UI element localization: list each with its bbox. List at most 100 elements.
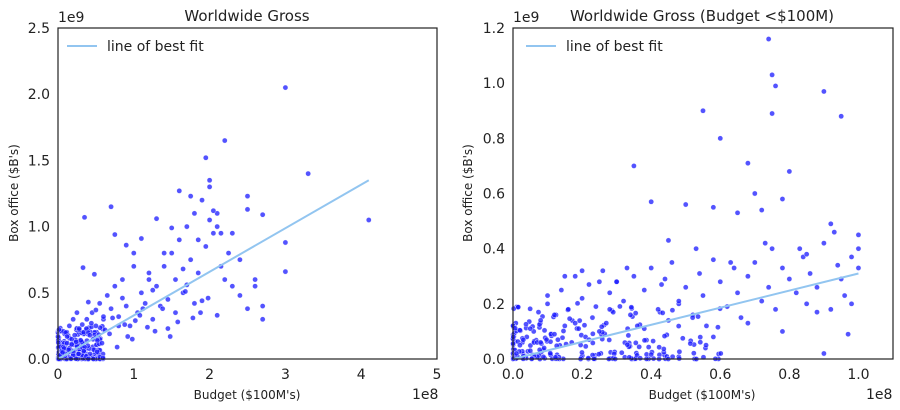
scatter-point bbox=[821, 240, 827, 246]
plot-frame bbox=[57, 27, 438, 360]
scatter-point bbox=[697, 334, 704, 340]
scatter-point bbox=[593, 303, 599, 310]
x-axis-label: Budget ($100M's) bbox=[649, 388, 756, 402]
scatter-point bbox=[199, 197, 205, 203]
scatter-point bbox=[161, 250, 167, 256]
scatter-point bbox=[618, 349, 625, 356]
scatter-point bbox=[142, 300, 148, 307]
x-tick-label: 1.0 bbox=[847, 367, 869, 383]
scatter-point bbox=[558, 287, 565, 293]
scatter-point bbox=[676, 348, 683, 355]
x-axis-label: Budget ($100M's) bbox=[194, 388, 301, 402]
scatter-point bbox=[149, 316, 156, 323]
scatter-point bbox=[581, 322, 588, 329]
scatter-point bbox=[658, 281, 665, 288]
scatter-point bbox=[114, 344, 120, 350]
scatter-point bbox=[547, 350, 554, 357]
scatter-point bbox=[146, 270, 152, 276]
scatter-point bbox=[167, 333, 173, 340]
scatter-point bbox=[696, 270, 703, 277]
scatter-point bbox=[168, 225, 175, 231]
scatter-point bbox=[627, 312, 634, 318]
scatter-point bbox=[631, 163, 637, 169]
scatter-point bbox=[94, 348, 100, 355]
scatter-point bbox=[218, 230, 224, 237]
scatter-point bbox=[769, 72, 775, 78]
scatter-point bbox=[650, 338, 656, 344]
scatter-point bbox=[87, 332, 93, 338]
scatter-point bbox=[106, 331, 113, 337]
scatter-point bbox=[636, 344, 642, 350]
scatter-point bbox=[76, 325, 83, 332]
y-axis-label: Box office ($B's) bbox=[461, 144, 475, 242]
x-tick-label: 1 bbox=[129, 367, 138, 383]
scatter-point bbox=[527, 325, 534, 332]
scatter-point bbox=[138, 235, 145, 242]
y-tick-label: 0.4 bbox=[483, 242, 505, 258]
scatter-point bbox=[93, 323, 99, 329]
scatter-point bbox=[691, 350, 697, 356]
x-tick-label: 0.4 bbox=[640, 367, 662, 383]
scatter-point bbox=[206, 217, 213, 223]
scatter-point bbox=[80, 264, 86, 271]
scatter-point bbox=[758, 298, 765, 304]
scatter-point bbox=[130, 250, 137, 256]
scatter-point bbox=[682, 201, 689, 208]
y-tick-label: 0.5 bbox=[28, 286, 50, 302]
scatter-point bbox=[700, 292, 706, 299]
scatter-point bbox=[555, 336, 561, 343]
scatter-point bbox=[682, 284, 689, 291]
x-tick-label: 0 bbox=[54, 367, 63, 383]
scatter-point bbox=[779, 328, 786, 335]
scatter-point bbox=[595, 351, 602, 357]
scatter-point bbox=[199, 297, 205, 304]
scatter-point bbox=[769, 110, 775, 117]
scatter-point bbox=[572, 273, 578, 280]
scatter-point bbox=[693, 245, 699, 252]
scatter-point bbox=[109, 315, 116, 321]
scatter-point bbox=[229, 230, 236, 237]
scatter-point bbox=[523, 321, 529, 328]
scatter-point bbox=[99, 340, 105, 346]
scatter-point bbox=[225, 250, 232, 256]
x-tick-label: 0.8 bbox=[778, 367, 800, 383]
x-tick-label: 5 bbox=[433, 367, 442, 383]
scatter-point bbox=[814, 284, 820, 291]
scatter-point bbox=[153, 283, 160, 289]
scatter-point bbox=[112, 231, 118, 238]
scatter-point bbox=[600, 267, 606, 274]
scatter-point bbox=[710, 204, 717, 211]
scatter-point bbox=[551, 312, 558, 318]
scatter-point bbox=[762, 240, 768, 246]
scatter-point bbox=[786, 168, 793, 175]
scatter-point bbox=[828, 221, 834, 227]
scatter-point bbox=[659, 310, 666, 316]
chart-left: 1e9 Worldwide Gross 0 1 2 3 4 5 0.0 0.5 1.0 1.5 2.… bbox=[7, 7, 441, 403]
scatter-point bbox=[779, 265, 786, 271]
scatter-point bbox=[831, 229, 838, 235]
scatter-point bbox=[838, 113, 844, 120]
scatter-point bbox=[93, 307, 99, 313]
scatter-point bbox=[645, 344, 652, 350]
scatter-point bbox=[282, 268, 289, 275]
legend: line of best fit bbox=[526, 39, 663, 55]
scatter-point bbox=[544, 301, 551, 307]
fit-line bbox=[512, 272, 859, 360]
scatter-point bbox=[71, 332, 78, 338]
scatter-point bbox=[544, 292, 551, 299]
scatter-point bbox=[758, 207, 765, 213]
scatter-point bbox=[613, 278, 620, 285]
y-tick-label: 0.8 bbox=[483, 131, 505, 147]
scatter-point bbox=[159, 305, 166, 312]
legend-label: line of best fit bbox=[566, 39, 663, 55]
scatter-point bbox=[237, 292, 243, 299]
scatter-point bbox=[603, 320, 610, 326]
scatter-point bbox=[115, 313, 122, 320]
scatter-point bbox=[259, 316, 266, 323]
scatter-point bbox=[214, 210, 220, 217]
scatter-point bbox=[282, 84, 289, 91]
scatter-point bbox=[112, 283, 118, 289]
scatter-point bbox=[665, 237, 672, 244]
scatter-point bbox=[637, 355, 643, 362]
scatter-point bbox=[648, 265, 654, 271]
